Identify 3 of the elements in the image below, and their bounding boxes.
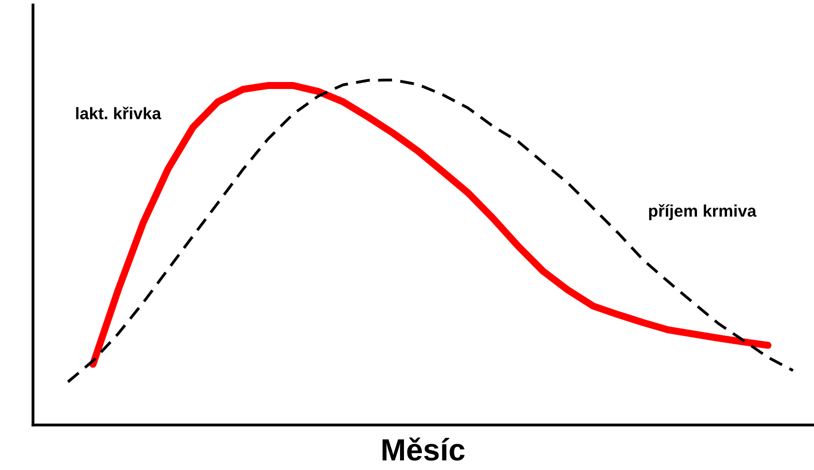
series-label: příjem krmiva: [649, 204, 756, 220]
series-label: lakt. křivka: [76, 106, 162, 120]
x-axis-title: Měsíc: [382, 438, 465, 461]
